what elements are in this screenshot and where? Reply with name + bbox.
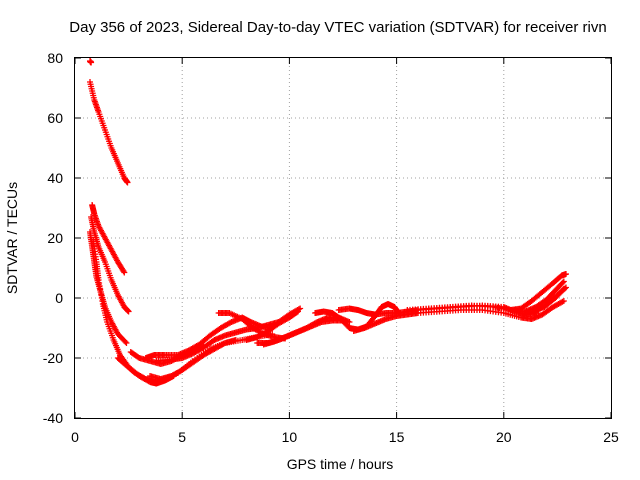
series-arc-2 [87,79,131,186]
series-arc-8 [147,337,239,382]
x-tick-label: 0 [71,429,79,445]
data-point [122,338,129,345]
data-point [293,309,300,316]
data-point [123,340,130,346]
series-arc-18 [350,298,567,334]
data-point [232,337,239,343]
data-series [87,58,569,387]
data-point [120,268,127,275]
y-tick-label: 0 [55,290,63,306]
y-axis-label: SDTVAR / TECUs [4,182,20,294]
x-tick-label: 15 [389,429,405,445]
data-point [559,287,566,294]
x-tick-label: 20 [496,429,512,445]
series-arc-1 [87,58,95,66]
data-point [227,319,234,326]
y-tick-label: -20 [43,350,63,366]
y-tick-label: 40 [47,170,63,186]
series-arc-13 [243,308,301,343]
data-point [560,286,567,292]
plot-frame [74,57,612,419]
data-point [560,278,567,285]
data-point [559,279,566,286]
data-point [559,298,566,305]
y-tick-label: 80 [47,50,63,66]
y-tick-label: 20 [47,230,63,246]
x-axis-label: GPS time / hours [287,456,394,472]
y-tick-label: 60 [47,110,63,126]
x-tick-label: 5 [178,429,186,445]
data-point [294,308,301,315]
x-tick-labels: 0 5 10 15 20 25 [71,429,619,445]
data-point [220,340,227,347]
y-tick-labels: -40 -20 0 20 40 60 80 [43,50,63,426]
data-point [124,179,131,186]
series-arc-3 [89,202,128,276]
data-point [121,269,128,276]
x-tick-label: 10 [282,429,298,445]
data-point [88,59,95,66]
data-point [562,271,569,277]
x-tick-label: 25 [603,429,619,445]
chart-title: Day 356 of 2023, Sidereal Day-to-day VTE… [69,19,606,36]
series-arc-22 [530,286,567,313]
data-point [346,319,353,325]
data-point [560,298,567,304]
data-point [312,319,319,326]
data-point [125,308,132,315]
y-tick-label: -40 [43,410,63,426]
grid [75,58,611,418]
